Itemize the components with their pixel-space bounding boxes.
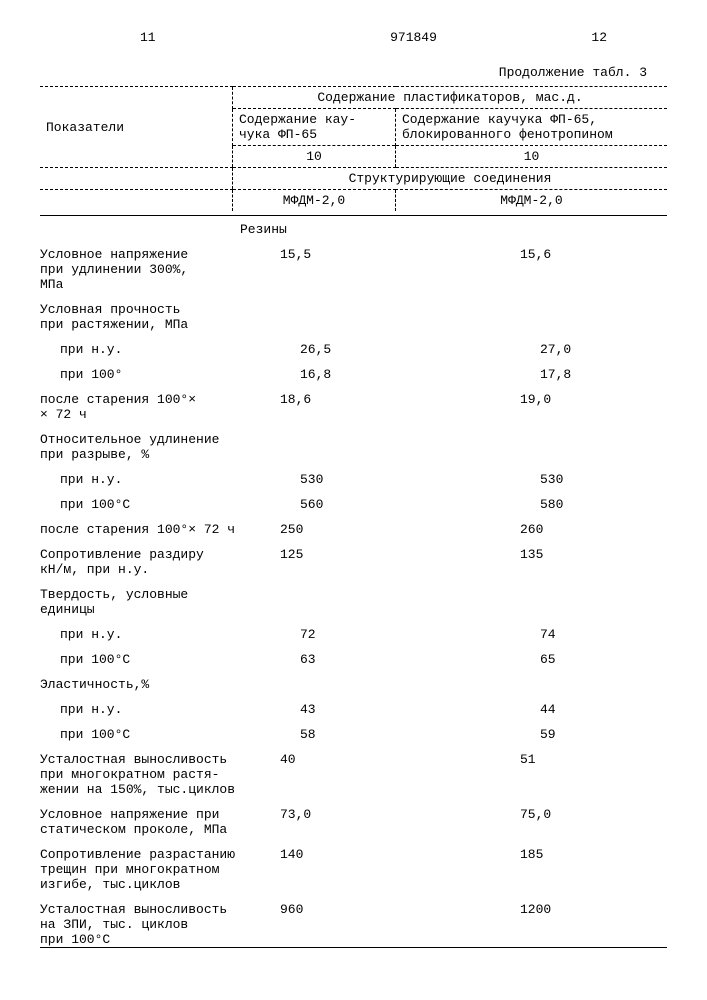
row-value-1: [240, 432, 460, 462]
col1-top: Содержание кау- чука ФП-65: [233, 109, 396, 146]
row-value-1: 43: [260, 702, 480, 717]
table-row: Относительное удлинение при разрыве, %: [40, 432, 667, 462]
row-label: при 100°: [40, 367, 260, 382]
table-row: при н.у.7274: [40, 627, 667, 642]
row-value-1: 530: [260, 472, 480, 487]
row-value-2: 74: [480, 627, 667, 642]
continuation-label: Продолжение табл. 3: [40, 65, 647, 80]
row-value-2: 185: [460, 847, 667, 892]
row-value-2: 17,8: [480, 367, 667, 382]
row-value-2: 59: [480, 727, 667, 742]
table-row: после старения 100°× 72 ч250260: [40, 522, 667, 537]
row-value-1: 63: [260, 652, 480, 667]
row-value-2: 530: [480, 472, 667, 487]
row-value-1: 73,0: [240, 807, 460, 837]
row-value-2: 15,6: [460, 247, 667, 292]
row-value-1: [240, 587, 460, 617]
struct-header: Структурирующие соединения: [233, 168, 668, 190]
page-right: 12: [591, 30, 607, 45]
table-row: при 100°С5859: [40, 727, 667, 742]
row-value-2: 44: [480, 702, 667, 717]
row-value-1: [240, 302, 460, 332]
row-label: при 100°С: [40, 727, 260, 742]
row-label: после старения 100°× × 72 ч: [40, 392, 240, 422]
col2-top: Содержание каучука ФП-65, блокированного…: [396, 109, 668, 146]
row-value-1: [240, 677, 460, 692]
plasticizer-header: Содержание пластификаторов, мас.д.: [233, 87, 668, 109]
row-label: Эластичность,%: [40, 677, 240, 692]
row-value-1: 58: [260, 727, 480, 742]
row-label: Усталостная выносливость при многократно…: [40, 752, 240, 797]
table-row: Условное напряжение при удлинении 300%, …: [40, 247, 667, 292]
row-label: при н.у.: [40, 627, 260, 642]
row-value-2: [460, 677, 667, 692]
row-value-1: 125: [240, 547, 460, 577]
row-value-1: 26,5: [260, 342, 480, 357]
table-row: Эластичность,%: [40, 677, 667, 692]
table-row: при н.у.4344: [40, 702, 667, 717]
table-row: при 100°16,817,8: [40, 367, 667, 382]
row-label: при 100°С: [40, 497, 260, 512]
row-value-2: [460, 432, 667, 462]
row-label: Сопротивление разрастанию трещин при мно…: [40, 847, 240, 892]
row-value-2: 65: [480, 652, 667, 667]
header-rule: [40, 215, 667, 216]
table-row: при 100°С560580: [40, 497, 667, 512]
row-value-2: [460, 302, 667, 332]
row-value-2: 135: [460, 547, 667, 577]
row-label: Усталостная выносливость на ЗПИ, тыс. ци…: [40, 902, 240, 947]
table-row: при н.у.530530: [40, 472, 667, 487]
row-value-2: 1200: [460, 902, 667, 947]
row-label: Условное напряжение при удлинении 300%, …: [40, 247, 240, 292]
row-value-1: 72: [260, 627, 480, 642]
row-label: Относительное удлинение при разрыве, %: [40, 432, 240, 462]
row-label: при н.у.: [40, 472, 260, 487]
row-value-2: 51: [460, 752, 667, 797]
row-value-2: 27,0: [480, 342, 667, 357]
row-value-2: [460, 587, 667, 617]
row-value-1: 960: [240, 902, 460, 947]
table-row: Условная прочность при растяжении, МПа: [40, 302, 667, 332]
col2-val: 10: [396, 146, 668, 168]
row-value-1: 560: [260, 497, 480, 512]
row-label: при 100°С: [40, 652, 260, 667]
row-value-2: 19,0: [460, 392, 667, 422]
row-value-1: 40: [240, 752, 460, 797]
table-row: Сопротивление раздиру кН/м, при н.у.1251…: [40, 547, 667, 577]
col1-struct: МФДМ-2,0: [233, 190, 396, 212]
header-table: Показатели Содержание пластификаторов, м…: [40, 86, 667, 211]
col1-val: 10: [233, 146, 396, 168]
table-row: Условное напряжение при статическом прок…: [40, 807, 667, 837]
row-value-1: 15,5: [240, 247, 460, 292]
row-label: после старения 100°× 72 ч: [40, 522, 240, 537]
row-value-2: 75,0: [460, 807, 667, 837]
row-value-1: 250: [240, 522, 460, 537]
data-rows: Условное напряжение при удлинении 300%, …: [40, 247, 667, 948]
row-value-1: 18,6: [240, 392, 460, 422]
table-row: Усталостная выносливость на ЗПИ, тыс. ци…: [40, 902, 667, 948]
section-label: Резины: [240, 222, 667, 237]
table-row: при 100°С6365: [40, 652, 667, 667]
row-value-1: 16,8: [260, 367, 480, 382]
row-label: Твердость, условные единицы: [40, 587, 240, 617]
table-row: Усталостная выносливость при многократно…: [40, 752, 667, 797]
doc-number: 971849: [390, 30, 437, 45]
table-row: при н.у.26,527,0: [40, 342, 667, 357]
row-value-2: 260: [460, 522, 667, 537]
table-row: Твердость, условные единицы: [40, 587, 667, 617]
row-value-1: 140: [240, 847, 460, 892]
row-label: Условная прочность при растяжении, МПа: [40, 302, 240, 332]
row-label: при н.у.: [40, 702, 260, 717]
page-left: 11: [140, 30, 156, 45]
row-label: при н.у.: [40, 342, 260, 357]
table-row: Сопротивление разрастанию трещин при мно…: [40, 847, 667, 892]
table-row: после старения 100°× × 72 ч18,619,0: [40, 392, 667, 422]
row-label: Сопротивление раздиру кН/м, при н.у.: [40, 547, 240, 577]
row-value-2: 580: [480, 497, 667, 512]
col2-struct: МФДМ-2,0: [396, 190, 668, 212]
param-header: Показатели: [40, 87, 233, 168]
row-label: Условное напряжение при статическом прок…: [40, 807, 240, 837]
page-numbers: 11 971849 12: [40, 30, 667, 45]
